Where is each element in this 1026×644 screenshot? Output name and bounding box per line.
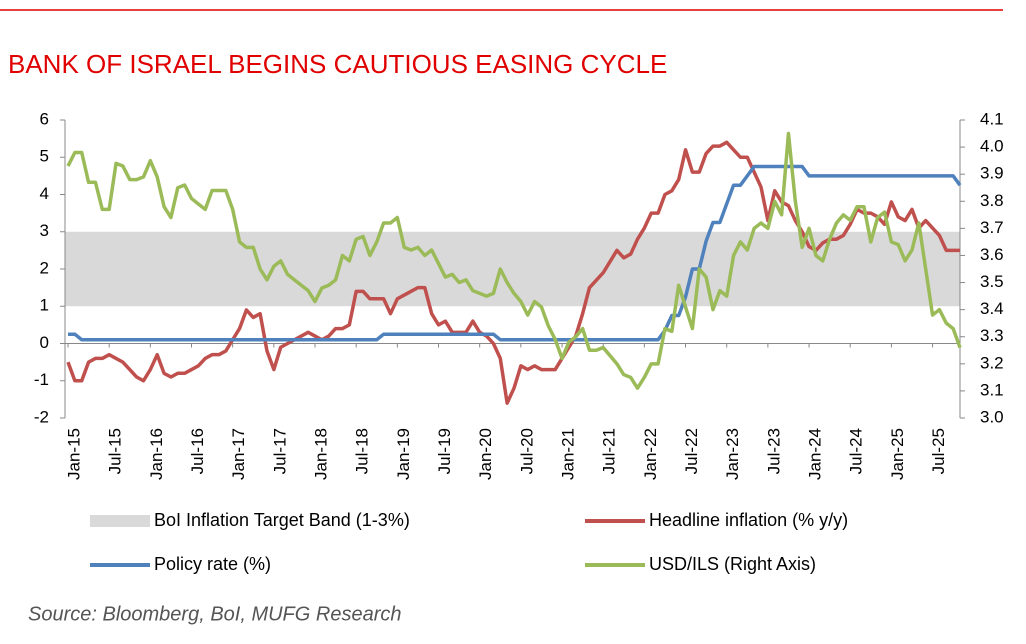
x-tick-label: Jul-22 <box>682 428 701 474</box>
x-tick-label: Jul-20 <box>517 428 536 474</box>
x-tick-label: Jul-25 <box>929 428 948 474</box>
x-tick-label: Jul-23 <box>764 428 783 474</box>
y-tick-label: 1 <box>40 296 49 315</box>
series-line <box>66 140 960 405</box>
x-tick-label: Jul-19 <box>435 428 454 474</box>
series-line <box>68 164 962 342</box>
y-tick-label: 2 <box>40 258 49 277</box>
y2-tick-label: 3.7 <box>980 218 1004 237</box>
y2-tick-label: 4.1 <box>980 109 1004 128</box>
y2-tick-label: 3.8 <box>980 191 1004 210</box>
x-tick-label: Jan-19 <box>394 428 413 480</box>
x-tick-label: Jul-21 <box>600 428 619 474</box>
legend-label: USD/ILS (Right Axis) <box>649 554 816 574</box>
y2-tick-label: 3.3 <box>980 326 1004 345</box>
y-tick-label: -1 <box>34 370 49 389</box>
x-tick-label: Jul-15 <box>106 428 125 474</box>
x-tick-label: Jan-18 <box>311 428 330 480</box>
x-tick-label: Jul-16 <box>188 428 207 474</box>
x-tick-label: Jan-24 <box>806 428 825 480</box>
x-tick-label: Jan-25 <box>888 428 907 480</box>
x-tick-label: Jul-24 <box>847 428 866 474</box>
x-tick-label: Jan-16 <box>147 428 166 480</box>
legend-label: Headline inflation (% y/y) <box>649 510 848 530</box>
y2-tick-label: 3.0 <box>980 407 1004 426</box>
x-tick-label: Jan-17 <box>229 428 248 480</box>
legend-label: Policy rate (%) <box>154 554 271 574</box>
y2-tick-label: 3.9 <box>980 164 1004 183</box>
y2-tick-label: 4.0 <box>980 137 1004 156</box>
x-tick-label: Jul-18 <box>353 428 372 474</box>
chart-title: BANK OF ISRAEL BEGINS CAUTIOUS EASING CY… <box>8 49 667 79</box>
x-tick-label: Jan-22 <box>641 428 660 480</box>
source: Source: Bloomberg, BoI, MUFG Research <box>28 603 401 625</box>
x-tick-label: Jan-21 <box>559 428 578 480</box>
x-tick-label: Jul-17 <box>270 428 289 474</box>
y-tick-label: 3 <box>40 221 49 240</box>
x-tick-label: Jan-15 <box>64 428 83 480</box>
y-tick-label: 4 <box>40 184 49 203</box>
y-tick-label: 5 <box>40 147 49 166</box>
y2-tick-label: 3.5 <box>980 272 1004 291</box>
x-tick-label: Jan-23 <box>723 428 742 480</box>
series-line <box>66 131 962 390</box>
y2-tick-label: 3.6 <box>980 245 1004 264</box>
y2-tick-label: 3.2 <box>980 353 1004 372</box>
legend-label: BoI Inflation Target Band (1-3%) <box>154 510 410 530</box>
y2-tick-label: 3.4 <box>980 299 1004 318</box>
x-tick-label: Jan-20 <box>476 428 495 480</box>
y-tick-label: 6 <box>40 109 49 128</box>
y-tick-label: 0 <box>40 333 49 352</box>
y-tick-label: -2 <box>34 407 49 426</box>
y2-tick-label: 3.1 <box>980 380 1004 399</box>
legend-swatch <box>90 515 150 527</box>
